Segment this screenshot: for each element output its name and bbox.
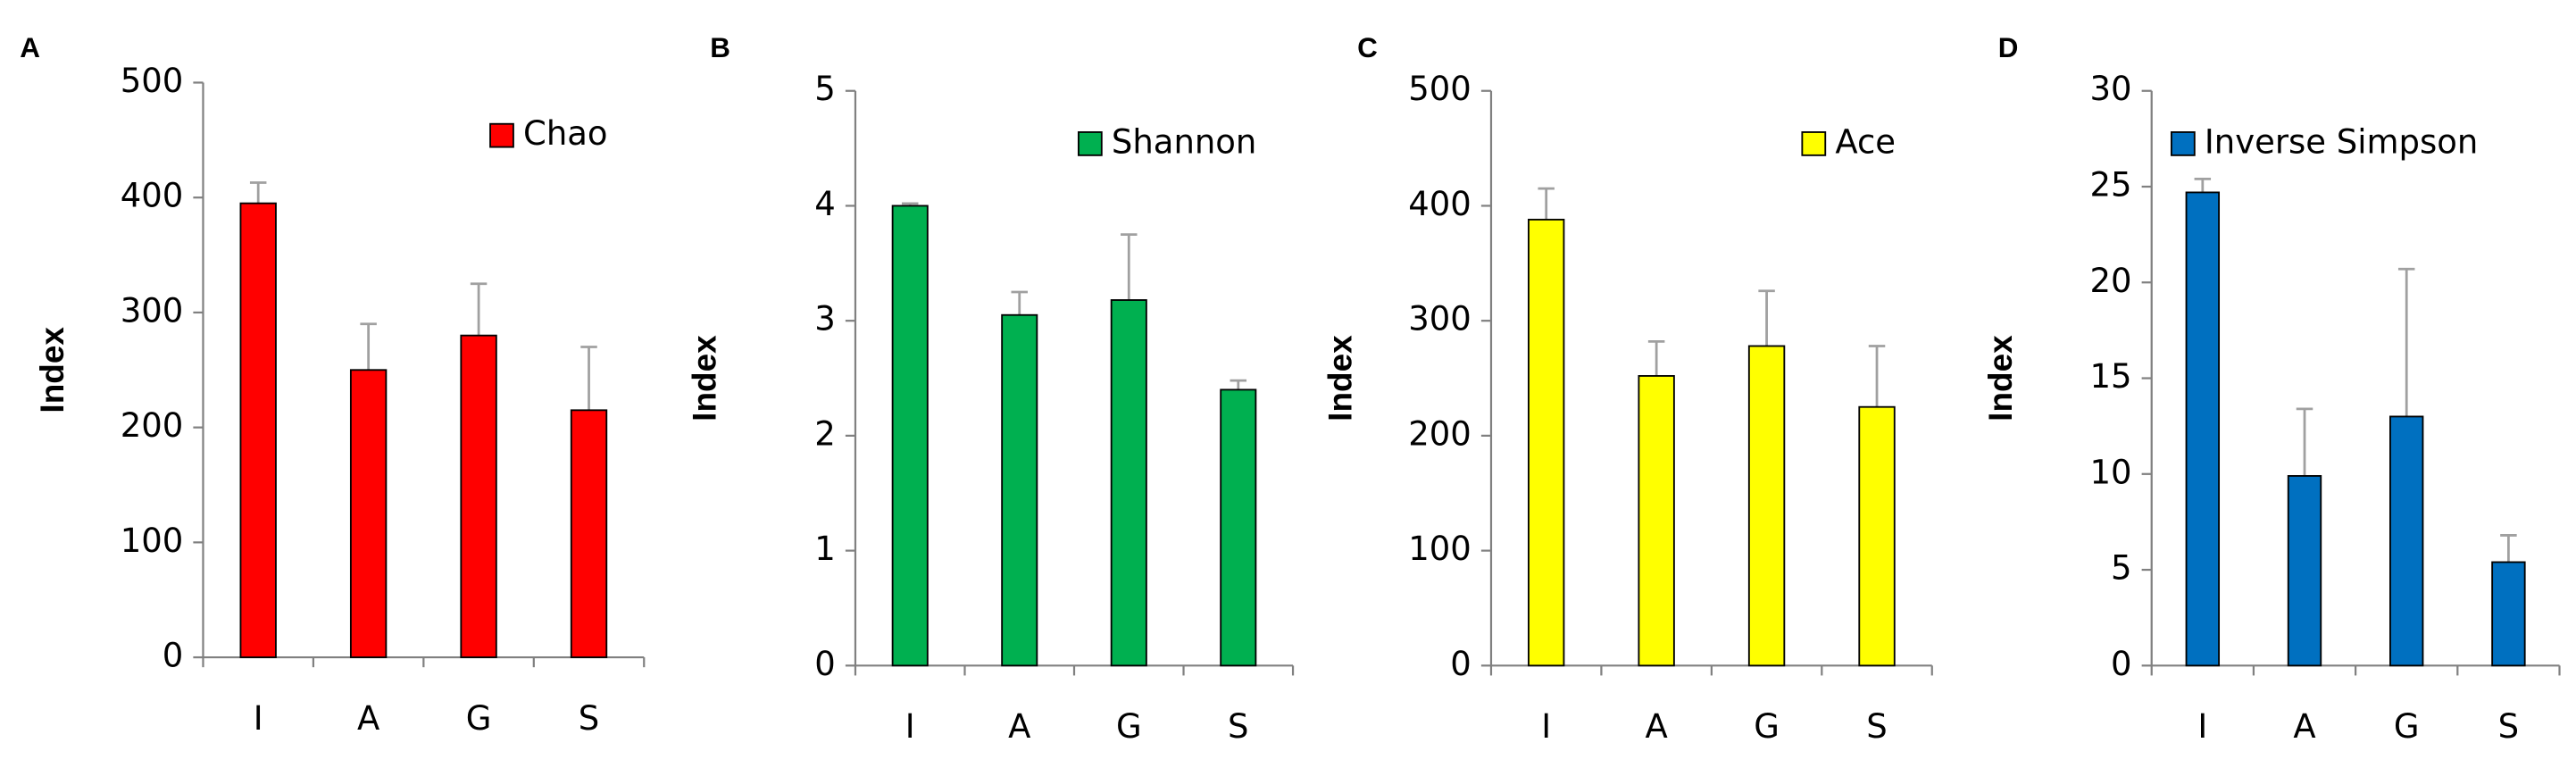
- x-tick-label: I: [905, 707, 915, 746]
- y-tick-label: 0: [814, 645, 836, 683]
- panel-label: B: [710, 32, 730, 63]
- y-tick-label: 100: [121, 522, 184, 560]
- y-tick-label: 100: [1408, 530, 1471, 568]
- legend-swatch: [489, 122, 514, 148]
- y-tick-label: 25: [2089, 166, 2131, 205]
- legend-label: Shannon: [1112, 122, 1256, 161]
- y-tick-label: 400: [1408, 185, 1471, 223]
- bar: [570, 409, 608, 658]
- bar: [1858, 405, 1896, 667]
- y-axis-label: Index: [686, 335, 722, 422]
- y-tick-label: 300: [121, 291, 184, 330]
- x-tick-label: S: [579, 699, 599, 738]
- x-tick-label: S: [2498, 707, 2519, 746]
- x-tick-label: A: [2293, 707, 2315, 746]
- x-tick-label: S: [1866, 707, 1887, 746]
- y-axis-label: Index: [34, 327, 71, 413]
- y-tick-label: 5: [814, 70, 836, 108]
- bar: [1638, 375, 1675, 667]
- y-tick-label: 0: [2111, 645, 2132, 683]
- panel-label: A: [20, 32, 40, 63]
- x-tick-label: G: [1754, 707, 1780, 746]
- y-tick-label: 500: [121, 62, 184, 100]
- bar: [2491, 561, 2526, 667]
- x-tick-label: A: [357, 699, 379, 738]
- bar: [2287, 475, 2322, 667]
- legend-label: Chao: [523, 114, 608, 153]
- y-tick-label: 200: [121, 406, 184, 445]
- y-tick-label: 0: [163, 637, 184, 675]
- bar: [1220, 388, 1257, 667]
- bar: [2185, 191, 2221, 667]
- bar: [2389, 415, 2424, 667]
- legend-label: Ace: [1835, 122, 1896, 161]
- x-tick-label: I: [2197, 707, 2207, 746]
- panel-label: D: [1998, 32, 2019, 63]
- y-tick-label: 10: [2089, 453, 2131, 491]
- legend-swatch: [1077, 131, 1103, 156]
- x-tick-label: G: [466, 699, 492, 738]
- x-tick-label: I: [1541, 707, 1551, 746]
- y-tick-label: 4: [814, 185, 836, 223]
- legend-swatch: [2170, 131, 2196, 156]
- y-tick-label: 5: [2111, 549, 2132, 588]
- y-tick-label: 30: [2089, 70, 2131, 108]
- x-tick-label: S: [1228, 707, 1248, 746]
- x-tick-label: G: [1116, 707, 1142, 746]
- y-tick-label: 2: [814, 414, 836, 453]
- y-tick-label: 0: [1450, 645, 1471, 683]
- bar: [460, 334, 497, 658]
- bar: [239, 202, 277, 658]
- x-tick-label: A: [1008, 707, 1030, 746]
- legend-label: Inverse Simpson: [2205, 122, 2478, 161]
- bar: [1001, 313, 1038, 667]
- y-tick-label: 300: [1408, 300, 1471, 338]
- bar: [891, 205, 929, 667]
- x-tick-label: G: [2394, 707, 2420, 746]
- y-tick-label: 500: [1408, 70, 1471, 108]
- y-tick-label: 1: [814, 530, 836, 568]
- bar: [1528, 218, 1565, 667]
- bar: [1747, 345, 1786, 667]
- y-tick-label: 15: [2089, 357, 2131, 396]
- y-tick-label: 200: [1408, 414, 1471, 453]
- legend-swatch: [1801, 131, 1827, 156]
- x-tick-label: I: [254, 699, 263, 738]
- x-tick-label: A: [1645, 707, 1667, 746]
- panel-label: C: [1357, 32, 1378, 63]
- bar: [349, 369, 388, 658]
- y-tick-label: 20: [2089, 262, 2131, 300]
- bar: [1110, 299, 1147, 667]
- y-axis-label: Index: [1982, 335, 2019, 422]
- y-tick-label: 400: [121, 177, 184, 215]
- y-axis-label: Index: [1321, 335, 1358, 422]
- y-tick-label: 3: [814, 300, 836, 338]
